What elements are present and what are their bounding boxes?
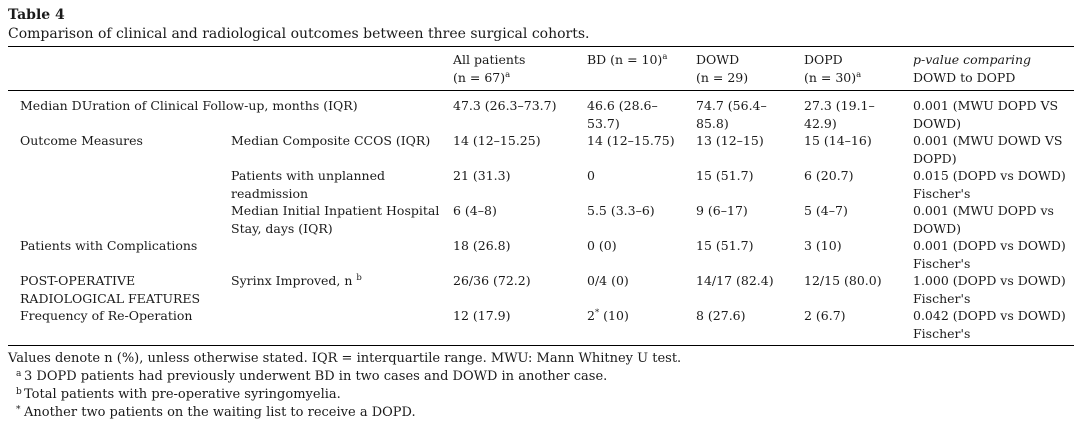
cell-all: 12 (17.9): [453, 308, 511, 323]
cell-pvalue: 0.001 (MWU DOWD VS DOPD): [913, 133, 1063, 166]
cell-dowd: 13 (12–15): [696, 133, 764, 148]
cell-dopd: 12/15 (80.0): [804, 273, 882, 288]
row-label: Median DUration of Clinical Follow-up, m…: [20, 98, 358, 113]
header-all-patients: All patients (n = 67)a: [453, 52, 526, 85]
table-row: Median Initial Inpatient Hospital Stay, …: [8, 202, 1074, 237]
header-blank-2: [231, 47, 453, 91]
cell-dowd: 9 (6–17): [696, 203, 748, 218]
table-row: Frequency of Re-Operation 12 (17.9) 2* (…: [8, 307, 1074, 345]
table-row: Patients with unplanned readmission 21 (…: [8, 167, 1074, 202]
header-row: All patients (n = 67)a BD (n = 10)a DOWD…: [8, 47, 1074, 91]
footnote-star-marker: *: [16, 405, 21, 415]
row-sublabel: Median Composite CCOS (IQR): [231, 133, 431, 148]
cell-dopd: 6 (20.7): [804, 168, 854, 183]
footnote-star: * Another two patients on the waiting li…: [8, 404, 1074, 422]
cell-all: 21 (31.3): [453, 168, 511, 183]
row-label: [8, 167, 231, 202]
row-sublabel: Syrinx Improved, n b: [231, 273, 362, 288]
cell-pvalue: 0.001 (MWU DOPD VS DOWD): [913, 98, 1059, 131]
cell-pvalue: 1.000 (DOPD vs DOWD) Fischer's: [913, 273, 1066, 306]
header-dowd: DOWD (n = 29): [696, 52, 749, 85]
cell-bd: 0: [587, 168, 595, 183]
table-row: Median DUration of Clinical Follow-up, m…: [8, 91, 1074, 133]
cell-pvalue: 0.042 (DOPD vs DOWD) Fischer's: [913, 308, 1066, 341]
header-blank-1: [8, 47, 231, 91]
cell-dowd: 8 (27.6): [696, 308, 746, 323]
cell-pvalue: 0.015 (DOPD vs DOWD) Fischer's: [913, 168, 1066, 201]
table-row: Patients with Complications 18 (26.8) 0 …: [8, 237, 1074, 272]
footnote-b: b Total patients with pre-operative syri…: [8, 386, 1074, 404]
row-label: [8, 202, 231, 237]
row-label: Frequency of Re-Operation: [20, 308, 193, 323]
row-sublabel: Median Initial Inpatient Hospital Stay, …: [231, 203, 440, 236]
table-footnotes: Values denote n (%), unless otherwise st…: [8, 350, 1074, 422]
row-sublabel: Patients with unplanned readmission: [231, 168, 385, 201]
bottom-rule: [8, 345, 1074, 346]
cell-all: 26/36 (72.2): [453, 273, 531, 288]
cell-all: 14 (12–15.25): [453, 133, 541, 148]
cell-dopd: 2 (6.7): [804, 308, 846, 323]
table-row: Outcome Measures Median Composite CCOS (…: [8, 132, 1074, 167]
footnote-a-marker: a: [16, 369, 22, 379]
header-pvalue: p-value comparing DOWD to DOPD: [913, 52, 1032, 85]
row-label: POST-OPERATIVE RADIOLOGICAL FEATURES: [20, 273, 201, 306]
table-row: POST-OPERATIVE RADIOLOGICAL FEATURES Syr…: [8, 272, 1074, 307]
cell-dowd: 14/17 (82.4): [696, 273, 774, 288]
table-figure: Table 4 Comparison of clinical and radio…: [8, 6, 1074, 422]
cell-dopd: 27.3 (19.1–42.9): [804, 98, 875, 131]
cell-dowd: 15 (51.7): [696, 238, 754, 253]
cell-bd: 46.6 (28.6–53.7): [587, 98, 658, 131]
cell-all: 47.3 (26.3–73.7): [453, 98, 557, 113]
cell-dopd: 3 (10): [804, 238, 842, 253]
cell-bd: 0/4 (0): [587, 273, 629, 288]
cell-dowd: 15 (51.7): [696, 168, 754, 183]
row-label: Patients with Complications: [20, 238, 198, 253]
footnote-general: Values denote n (%), unless otherwise st…: [8, 351, 682, 366]
header-bd: BD (n = 10)a: [587, 52, 668, 67]
top-rule: [8, 46, 1074, 47]
outcomes-table: All patients (n = 67)a BD (n = 10)a DOWD…: [8, 47, 1074, 345]
cell-dopd: 5 (4–7): [804, 203, 848, 218]
footnote-b-marker: b: [16, 387, 22, 397]
cell-all: 18 (26.8): [453, 238, 511, 253]
cell-bd: 14 (12–15.75): [587, 133, 675, 148]
cell-bd: 0 (0): [587, 238, 617, 253]
cell-bd: 2* (10): [587, 308, 629, 323]
table-caption: Comparison of clinical and radiological …: [8, 26, 590, 42]
header-dopd: DOPD (n = 30)a: [804, 52, 862, 85]
cell-pvalue: 0.001 (DOPD vs DOWD) Fischer's: [913, 238, 1066, 271]
cell-pvalue: 0.001 (MWU DOPD vs DOWD): [913, 203, 1054, 236]
table-label: Table 4: [8, 7, 65, 23]
footnote-a: a 3 DOPD patients had previously underwe…: [8, 368, 1074, 386]
cell-dopd: 15 (14–16): [804, 133, 872, 148]
cell-all: 6 (4–8): [453, 203, 497, 218]
cell-bd: 5.5 (3.3–6): [587, 203, 655, 218]
row-label: Outcome Measures: [20, 133, 143, 148]
cell-dowd: 74.7 (56.4–85.8): [696, 98, 767, 131]
